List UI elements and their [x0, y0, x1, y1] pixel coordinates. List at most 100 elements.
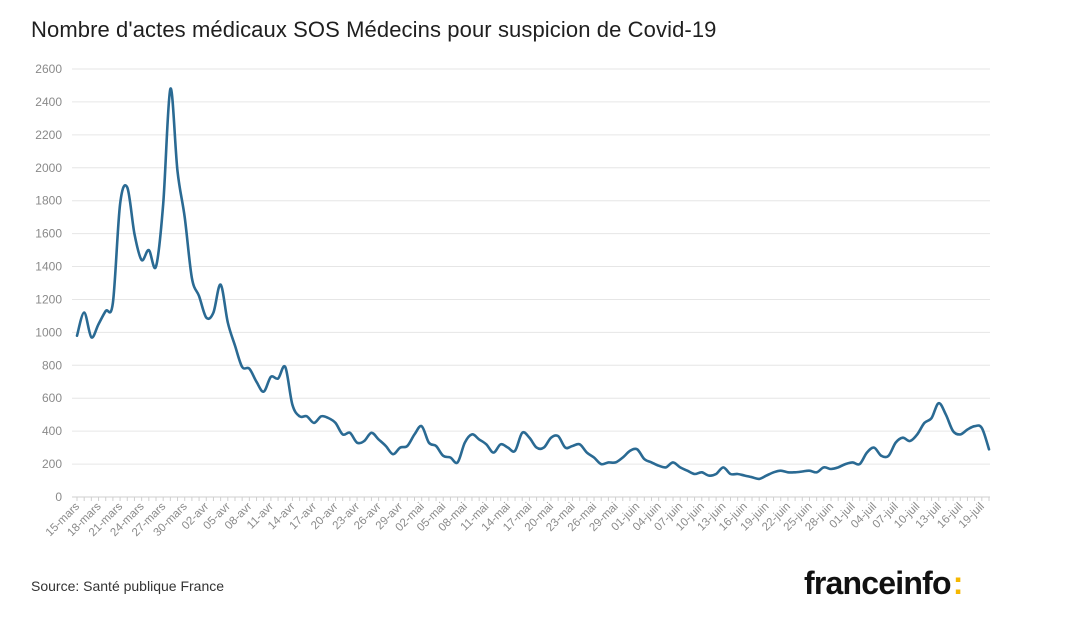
data-point: [619, 453, 627, 461]
data-point: [195, 292, 203, 300]
data-point: [367, 429, 375, 437]
data-point: [159, 200, 167, 208]
data-point: [238, 363, 246, 371]
data-point: [102, 307, 110, 315]
data-point: [174, 167, 182, 175]
data-point: [461, 439, 469, 447]
data-point: [805, 467, 813, 475]
data-point: [841, 460, 849, 468]
data-point: [296, 412, 304, 420]
data-point: [324, 414, 332, 422]
data-point: [820, 463, 828, 471]
data-point: [935, 399, 943, 407]
data-point: [676, 463, 684, 471]
data-point: [525, 434, 533, 442]
data-point: [166, 85, 174, 93]
data-point: [985, 445, 993, 453]
data-point: [920, 419, 928, 427]
data-point: [353, 439, 361, 447]
data-point: [375, 435, 383, 443]
data-point: [468, 430, 476, 438]
data-point: [963, 426, 971, 434]
data-point: [849, 458, 857, 466]
data-point: [971, 422, 979, 430]
chart-title: Nombre d'actes médicaux SOS Médecins pou…: [31, 17, 717, 42]
data-point: [217, 281, 225, 289]
data-point: [698, 468, 706, 476]
data-point: [798, 467, 806, 475]
data-point: [310, 419, 318, 427]
data-point: [95, 320, 103, 328]
data-point: [403, 442, 411, 450]
data-point: [346, 429, 354, 437]
data-point: [533, 444, 541, 452]
y-tick-label: 2600: [35, 62, 62, 76]
x-axis-ticks: 15-mars18-mars21-mars24-mars27-mars30-ma…: [44, 500, 987, 538]
data-point: [360, 437, 368, 445]
data-point: [640, 455, 648, 463]
data-point: [116, 200, 124, 208]
data-point: [597, 460, 605, 468]
y-tick-label: 2000: [35, 161, 62, 175]
data-point: [942, 411, 950, 419]
data-point: [813, 468, 821, 476]
data-point: [267, 373, 275, 381]
data-point: [906, 437, 914, 445]
data-point: [454, 458, 462, 466]
y-tick-label: 1600: [35, 227, 62, 241]
data-point: [877, 452, 885, 460]
source-note: Source: Santé publique France: [31, 578, 225, 594]
data-point: [181, 213, 189, 221]
data-point: [80, 309, 88, 317]
data-point: [475, 435, 483, 443]
data-point: [784, 468, 792, 476]
data-point: [253, 378, 261, 386]
data-point: [317, 412, 325, 420]
data-point: [612, 458, 620, 466]
data-point: [382, 442, 390, 450]
data-point: [411, 430, 419, 438]
data-point: [576, 440, 584, 448]
data-point: [827, 465, 835, 473]
data-point: [145, 246, 153, 254]
franceinfo-logo: franceinfo:: [804, 565, 963, 601]
data-point: [884, 452, 892, 460]
data-point: [647, 458, 655, 466]
data-point: [209, 309, 217, 317]
data-point: [913, 430, 921, 438]
data-point: [490, 449, 498, 457]
y-tick-label: 1800: [35, 194, 62, 208]
data-point: [274, 374, 282, 382]
data-point: [260, 388, 268, 396]
data-point: [288, 401, 296, 409]
data-point: [655, 462, 663, 470]
data-point: [899, 434, 907, 442]
data-point: [87, 333, 95, 341]
data-point: [303, 412, 311, 420]
data-point: [626, 447, 634, 455]
data-point: [590, 453, 598, 461]
data-point: [432, 442, 440, 450]
data-point: [870, 444, 878, 452]
data-point: [719, 463, 727, 471]
data-point: [511, 447, 519, 455]
y-tick-label: 2200: [35, 128, 62, 142]
data-point: [504, 444, 512, 452]
data-point: [604, 458, 612, 466]
data-point: [245, 365, 253, 373]
data-point: [583, 449, 591, 457]
data-point: [396, 444, 404, 452]
data-point: [152, 263, 160, 271]
data-point: [482, 440, 490, 448]
data-point: [202, 314, 210, 322]
data-point: [834, 463, 842, 471]
data-point: [734, 470, 742, 478]
data-point: [856, 460, 864, 468]
y-tick-label: 400: [42, 424, 62, 438]
y-tick-label: 2400: [35, 95, 62, 109]
gridlines: [72, 68, 990, 501]
y-tick-label: 0: [55, 490, 62, 504]
data-point: [109, 299, 117, 307]
y-tick-label: 200: [42, 457, 62, 471]
data-point: [633, 445, 641, 453]
